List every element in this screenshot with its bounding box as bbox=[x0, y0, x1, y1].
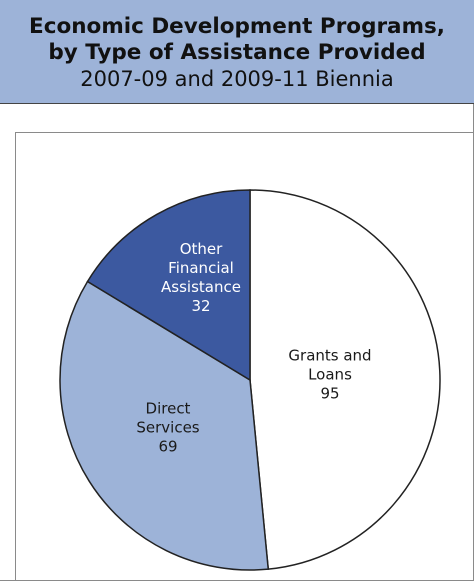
slice-category-label: Direct bbox=[146, 400, 191, 418]
plot-area bbox=[15, 132, 474, 581]
pie-slice bbox=[249, 189, 441, 570]
chart-title-line-2: by Type of Assistance Provided bbox=[48, 40, 426, 65]
chart-header: Economic Development Programs, by Type o… bbox=[0, 0, 474, 104]
pie-slice bbox=[86, 189, 251, 382]
slice-category-label: Grants and bbox=[288, 347, 371, 365]
slice-value-label: 95 bbox=[320, 385, 339, 403]
slice-value-label: 32 bbox=[191, 297, 210, 315]
slice-category-label: Loans bbox=[308, 366, 352, 384]
pie-slice bbox=[59, 280, 270, 571]
chart-title-line-1: Economic Development Programs, bbox=[29, 14, 445, 39]
slice-category-label: Other bbox=[180, 240, 223, 258]
slice-category-label: Services bbox=[136, 419, 199, 437]
slice-category-label: Financial bbox=[168, 259, 234, 277]
slice-value-label: 69 bbox=[158, 438, 177, 456]
slice-category-label: Assistance bbox=[161, 278, 241, 296]
chart-subtitle: 2007-09 and 2009-11 Biennia bbox=[80, 67, 394, 91]
